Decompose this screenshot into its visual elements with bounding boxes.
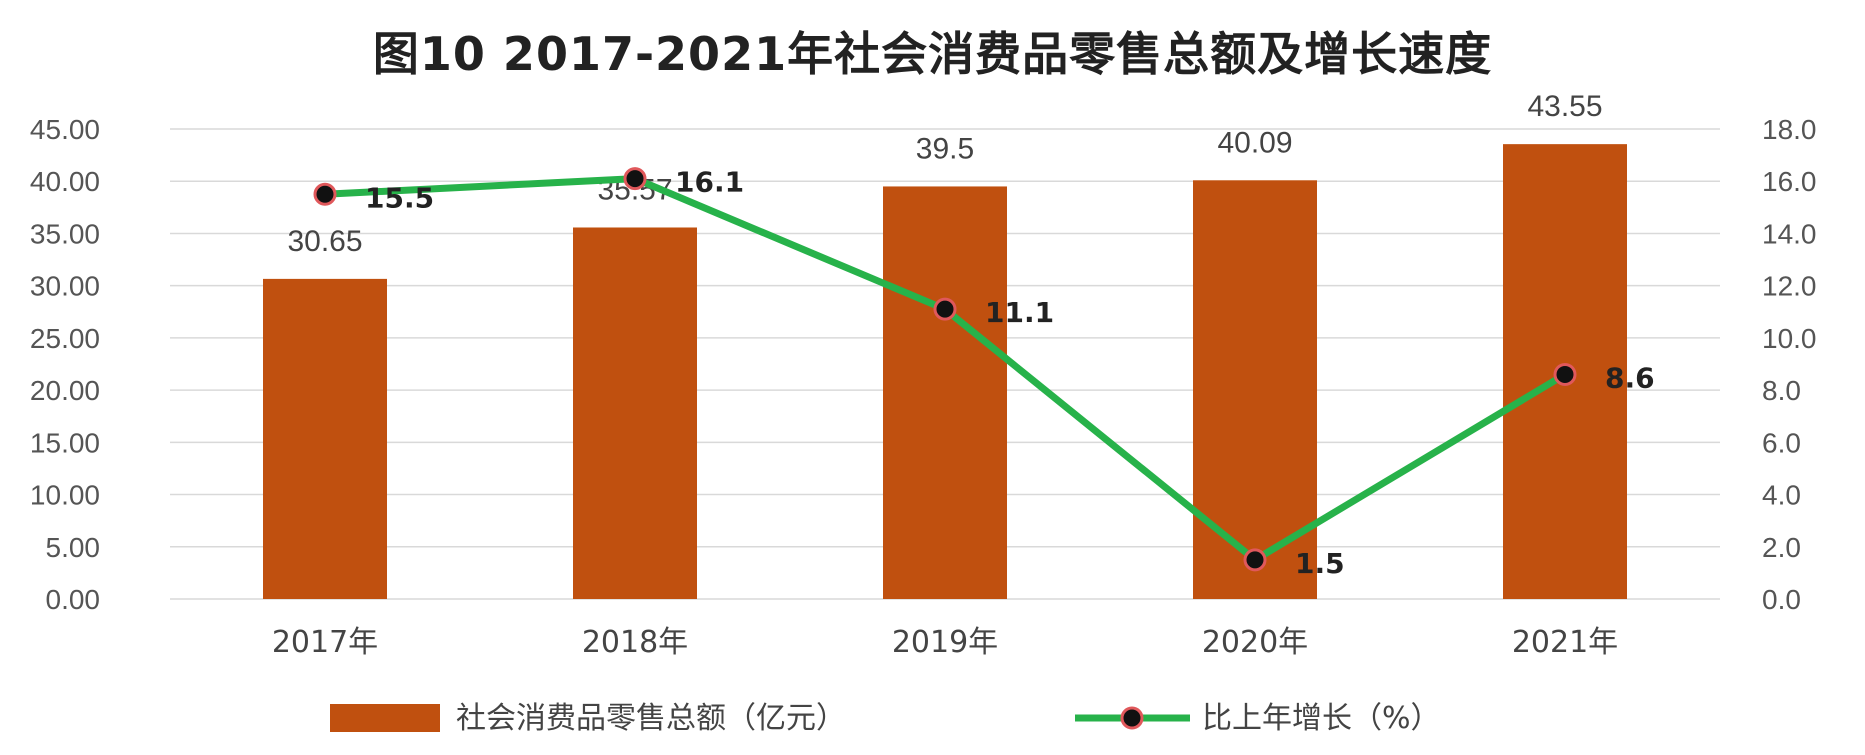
category-labels: 2017年 2018年 2019年 2020年 2021年 bbox=[272, 625, 1618, 660]
left-tick-label: 30.00 bbox=[30, 271, 100, 302]
line-data-label: 8.6 bbox=[1605, 361, 1655, 394]
line-point bbox=[1553, 362, 1577, 386]
category-label: 2020年 bbox=[1202, 625, 1308, 660]
line-data-label: 15.5 bbox=[365, 181, 434, 214]
right-tick-label: 10.0 bbox=[1762, 323, 1817, 354]
right-tick-label: 8.0 bbox=[1762, 375, 1801, 406]
right-tick-label: 2.0 bbox=[1762, 532, 1801, 563]
left-tick-label: 45.00 bbox=[30, 114, 100, 145]
left-tick-label: 5.00 bbox=[46, 532, 101, 563]
left-axis-ticks: 0.00 5.00 10.00 15.00 20.00 25.00 30.00 35.00 40… bbox=[30, 114, 100, 615]
bar-data-label: 30.65 bbox=[287, 225, 362, 258]
right-tick-label: 14.0 bbox=[1762, 218, 1817, 249]
line-data-label: 16.1 bbox=[675, 166, 744, 199]
bar-series bbox=[263, 144, 1627, 600]
line-point bbox=[1243, 548, 1267, 572]
bar bbox=[883, 186, 1007, 599]
right-tick-label: 6.0 bbox=[1762, 427, 1801, 458]
line-point bbox=[933, 297, 957, 321]
left-tick-label: 40.00 bbox=[30, 166, 100, 197]
bar-data-label: 43.55 bbox=[1527, 90, 1602, 123]
left-tick-label: 0.00 bbox=[46, 584, 101, 615]
chart-title: 图10 2017-2021年社会消费品零售总额及增长速度 bbox=[372, 27, 1493, 81]
legend-bar-label: 社会消费品零售总额（亿元） bbox=[456, 701, 846, 736]
left-tick-label: 10.00 bbox=[30, 480, 100, 511]
right-tick-label: 18.0 bbox=[1762, 114, 1817, 145]
right-tick-label: 16.0 bbox=[1762, 166, 1817, 197]
bar bbox=[263, 278, 387, 599]
legend-bar-swatch bbox=[330, 704, 440, 732]
line-data-label: 11.1 bbox=[985, 296, 1054, 329]
category-label: 2018年 bbox=[582, 625, 688, 660]
legend-line-label: 比上年增长（%） bbox=[1202, 701, 1441, 736]
line-data-label: 1.5 bbox=[1295, 547, 1345, 580]
bar bbox=[573, 227, 697, 600]
bar-data-label: 39.5 bbox=[916, 132, 974, 165]
right-tick-label: 4.0 bbox=[1762, 480, 1801, 511]
legend: 社会消费品零售总额（亿元） 比上年增长（%） bbox=[330, 701, 1441, 736]
bar-data-label: 40.09 bbox=[1217, 126, 1292, 159]
line-point bbox=[313, 182, 337, 206]
line-series bbox=[313, 167, 1577, 572]
line-labels: 15.5 16.1 11.1 1.5 8.6 bbox=[365, 166, 1655, 580]
right-tick-label: 12.0 bbox=[1762, 271, 1817, 302]
category-label: 2019年 bbox=[892, 625, 998, 660]
line-point bbox=[623, 167, 647, 191]
category-label: 2017年 bbox=[272, 625, 378, 660]
left-tick-label: 35.00 bbox=[30, 218, 100, 249]
left-tick-label: 15.00 bbox=[30, 427, 100, 458]
right-axis-ticks: 0.0 2.0 4.0 6.0 8.0 10.0 12.0 14.0 16.0 18.0 bbox=[1762, 114, 1817, 615]
legend-line-marker bbox=[1120, 706, 1144, 730]
category-label: 2021年 bbox=[1512, 625, 1618, 660]
right-tick-label: 0.0 bbox=[1762, 584, 1801, 615]
left-tick-label: 20.00 bbox=[30, 375, 100, 406]
left-tick-label: 25.00 bbox=[30, 323, 100, 354]
